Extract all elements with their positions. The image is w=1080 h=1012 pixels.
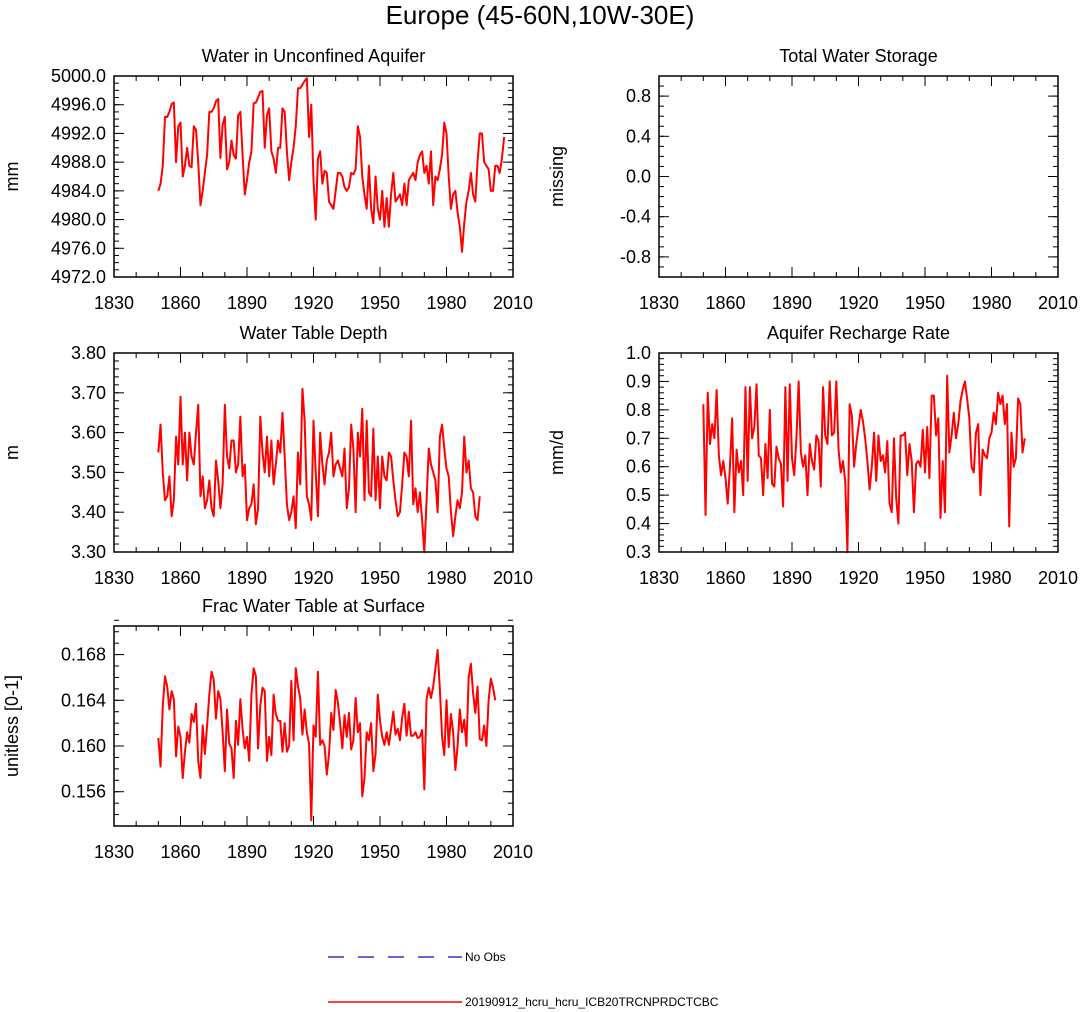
y-tick-label: 0.168 bbox=[61, 645, 106, 665]
y-tick-label: 0.3 bbox=[626, 542, 651, 562]
y-tick-label: 1.0 bbox=[626, 343, 651, 363]
chart-panel-p5: Frac Water Table at Surface unitless [0-1… bbox=[2, 596, 533, 862]
chart-panel-p3: Water Table Depth m 1830 1860 1890 1920 1950 19… bbox=[2, 323, 533, 588]
plot-frame bbox=[113, 75, 514, 278]
y-tick-label: 4976.0 bbox=[51, 238, 106, 258]
y-tick-label: 4996.0 bbox=[51, 95, 106, 115]
legend: No Obs 20190912_hcru_hcru_ICB20TRCNPRDCT… bbox=[328, 950, 719, 1009]
y-tick-label: 4992.0 bbox=[51, 123, 106, 143]
x-tick-label: 1920 bbox=[838, 568, 878, 588]
x-tick-label: 2010 bbox=[1038, 293, 1078, 313]
y-axis-label: missing bbox=[547, 146, 567, 207]
x-tick-label: 1950 bbox=[905, 293, 945, 313]
legend-label-no-obs: No Obs bbox=[465, 950, 506, 964]
x-tick-label: 1950 bbox=[905, 568, 945, 588]
y-tick-label: 3.40 bbox=[71, 502, 106, 522]
y-tick-label: 4988.0 bbox=[51, 152, 106, 172]
figure-title: Europe (45-60N,10W-30E) bbox=[386, 0, 695, 30]
x-tick-label: 1860 bbox=[160, 842, 200, 862]
chart-panel-p1: Water in Unconfined Aquifer mm 1830 1860 189… bbox=[2, 46, 533, 313]
series-line bbox=[157, 649, 497, 822]
y-tick-label: 3.50 bbox=[71, 462, 106, 482]
y-tick-label: 0.164 bbox=[61, 690, 106, 710]
x-tick-label: 1980 bbox=[426, 568, 466, 588]
x-tick-label: 1890 bbox=[772, 293, 812, 313]
y-tick-label: 0.4 bbox=[626, 514, 651, 534]
panel-title: Aquifer Recharge Rate bbox=[767, 323, 950, 343]
chart-panel-p2: Total Water Storage missing 1830 1860 1890 19… bbox=[547, 46, 1078, 313]
chart-panels: Water in Unconfined Aquifer mm 1830 1860 189… bbox=[2, 46, 1078, 862]
y-tick-label: -0.4 bbox=[620, 207, 651, 227]
chart-panel-p4: Aquifer Recharge Rate mm/d 1830 1860 1890 192… bbox=[547, 323, 1078, 588]
x-tick-label: 1980 bbox=[971, 568, 1011, 588]
x-tick-label: 1950 bbox=[360, 568, 400, 588]
plot-frame bbox=[113, 625, 514, 827]
series-line bbox=[157, 387, 481, 553]
y-axis-label: unitless [0-1] bbox=[2, 675, 22, 777]
x-tick-label: 1920 bbox=[293, 293, 333, 313]
x-tick-label: 1890 bbox=[227, 293, 267, 313]
panel-title: Total Water Storage bbox=[779, 46, 937, 66]
y-tick-label: 3.30 bbox=[71, 542, 106, 562]
x-tick-label: 1920 bbox=[293, 568, 333, 588]
x-tick-label: 1980 bbox=[971, 293, 1011, 313]
y-tick-label: 0.156 bbox=[61, 782, 106, 802]
y-tick-label: 3.70 bbox=[71, 383, 106, 403]
y-axis-label: m bbox=[2, 445, 22, 460]
x-tick-label: 1830 bbox=[94, 568, 134, 588]
x-tick-label: 1860 bbox=[160, 293, 200, 313]
x-tick-label: 1950 bbox=[360, 293, 400, 313]
panel-title: Water in Unconfined Aquifer bbox=[202, 46, 425, 66]
y-tick-label: 4984.0 bbox=[51, 181, 106, 201]
y-tick-label: 0.7 bbox=[626, 428, 651, 448]
panel-title: Frac Water Table at Surface bbox=[202, 596, 425, 616]
x-tick-label: 2010 bbox=[493, 842, 533, 862]
y-tick-label: 0.0 bbox=[626, 167, 651, 187]
y-axis-label: mm/d bbox=[547, 430, 567, 475]
x-tick-label: 1830 bbox=[639, 568, 679, 588]
x-tick-label: 1860 bbox=[160, 568, 200, 588]
y-tick-label: 0.5 bbox=[626, 485, 651, 505]
y-tick-label: 0.4 bbox=[626, 126, 651, 146]
x-tick-label: 1890 bbox=[227, 568, 267, 588]
y-tick-label: 0.8 bbox=[626, 86, 651, 106]
x-tick-label: 1860 bbox=[705, 293, 745, 313]
x-tick-label: 2010 bbox=[493, 568, 533, 588]
y-tick-label: 5000.0 bbox=[51, 66, 106, 86]
y-tick-label: -0.8 bbox=[620, 247, 651, 267]
y-tick-label: 0.160 bbox=[61, 736, 106, 756]
y-tick-label: 3.60 bbox=[71, 423, 106, 443]
x-tick-label: 1950 bbox=[360, 842, 400, 862]
x-tick-label: 1920 bbox=[838, 293, 878, 313]
y-tick-label: 0.9 bbox=[626, 371, 651, 391]
x-tick-label: 1890 bbox=[227, 842, 267, 862]
x-tick-label: 1830 bbox=[639, 293, 679, 313]
series-line bbox=[157, 77, 506, 253]
y-axis-label: mm bbox=[2, 162, 22, 192]
panel-title: Water Table Depth bbox=[239, 323, 387, 343]
y-tick-label: 4980.0 bbox=[51, 210, 106, 230]
plot-frame bbox=[658, 75, 1059, 278]
plot-frame bbox=[113, 352, 514, 553]
x-tick-label: 1890 bbox=[772, 568, 812, 588]
y-tick-label: 4972.0 bbox=[51, 267, 106, 287]
x-tick-label: 1830 bbox=[94, 293, 134, 313]
x-tick-label: 1860 bbox=[705, 568, 745, 588]
y-tick-label: 0.6 bbox=[626, 457, 651, 477]
y-tick-label: 0.8 bbox=[626, 400, 651, 420]
x-tick-label: 1920 bbox=[293, 842, 333, 862]
x-tick-label: 1980 bbox=[426, 842, 466, 862]
x-tick-label: 1830 bbox=[94, 842, 134, 862]
x-tick-label: 2010 bbox=[1038, 568, 1078, 588]
plot-frame bbox=[658, 352, 1059, 553]
series-line bbox=[702, 374, 1026, 553]
y-tick-label: 3.80 bbox=[71, 343, 106, 363]
x-tick-label: 1980 bbox=[426, 293, 466, 313]
legend-label-model: 20190912_hcru_hcru_ICB20TRCNPRDCTCBC bbox=[465, 995, 719, 1009]
x-tick-label: 2010 bbox=[493, 293, 533, 313]
